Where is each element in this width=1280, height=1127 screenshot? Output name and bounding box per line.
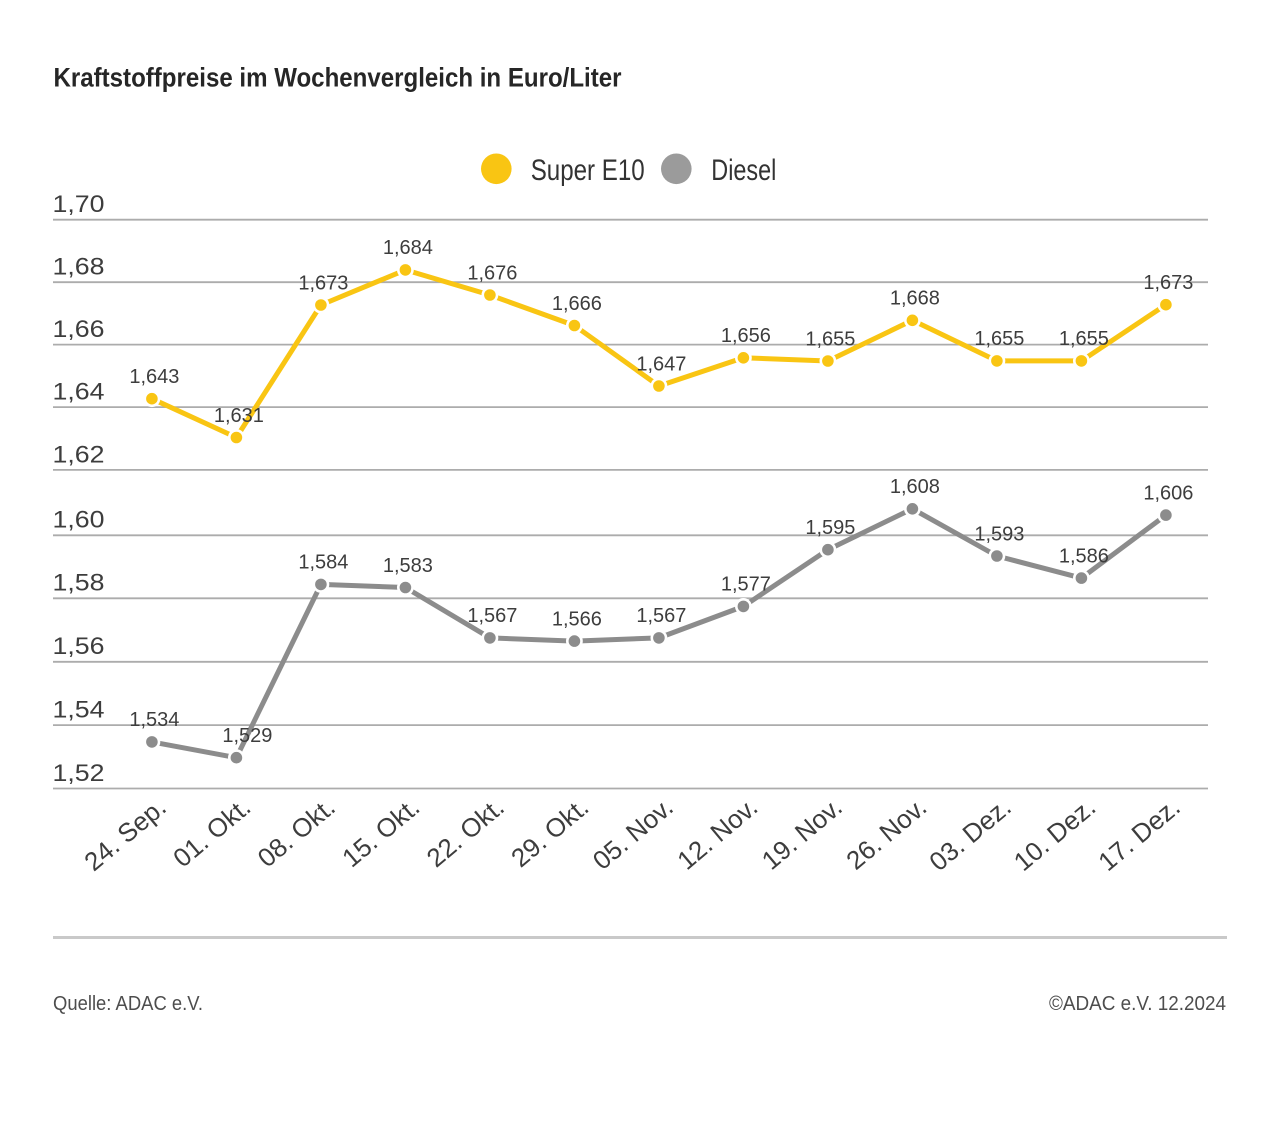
svg-text:1,673: 1,673 xyxy=(1143,272,1193,294)
svg-text:1,62: 1,62 xyxy=(53,441,105,468)
svg-text:1,584: 1,584 xyxy=(298,552,348,574)
svg-text:Kraftstoffpreise im Wochenverg: Kraftstoffpreise im Wochenvergleich in E… xyxy=(54,63,622,93)
svg-text:1,64: 1,64 xyxy=(53,379,105,406)
svg-text:1,631: 1,631 xyxy=(214,405,264,427)
svg-text:1,583: 1,583 xyxy=(383,555,433,577)
svg-text:1,684: 1,684 xyxy=(383,237,433,259)
svg-text:1,60: 1,60 xyxy=(53,507,105,534)
svg-text:1,56: 1,56 xyxy=(53,633,105,660)
svg-text:1,52: 1,52 xyxy=(53,760,105,787)
svg-text:1,586: 1,586 xyxy=(1059,545,1109,567)
svg-text:©ADAC e.V. 12.2024: ©ADAC e.V. 12.2024 xyxy=(1049,993,1226,1015)
svg-text:1,643: 1,643 xyxy=(129,366,179,388)
svg-text:1,567: 1,567 xyxy=(636,605,686,627)
svg-text:1,595: 1,595 xyxy=(805,517,855,539)
svg-text:1,673: 1,673 xyxy=(298,272,348,294)
svg-text:1,68: 1,68 xyxy=(53,254,105,281)
svg-text:1,66: 1,66 xyxy=(53,316,105,343)
svg-text:1,676: 1,676 xyxy=(467,262,517,284)
svg-text:1,566: 1,566 xyxy=(552,608,602,630)
svg-text:Super E10: Super E10 xyxy=(531,154,645,187)
svg-text:1,656: 1,656 xyxy=(721,325,771,347)
svg-text:1,577: 1,577 xyxy=(721,574,771,596)
svg-text:1,655: 1,655 xyxy=(974,328,1024,350)
svg-text:1,70: 1,70 xyxy=(53,191,105,218)
svg-text:Diesel: Diesel xyxy=(711,154,776,187)
svg-text:1,647: 1,647 xyxy=(636,353,686,375)
svg-text:Quelle: ADAC e.V.: Quelle: ADAC e.V. xyxy=(53,993,203,1015)
svg-text:1,58: 1,58 xyxy=(53,570,105,597)
svg-text:1,529: 1,529 xyxy=(222,725,272,747)
svg-text:1,534: 1,534 xyxy=(129,709,179,731)
svg-text:1,668: 1,668 xyxy=(890,288,940,310)
svg-text:1,666: 1,666 xyxy=(552,293,602,315)
svg-text:1,593: 1,593 xyxy=(974,523,1024,545)
svg-text:1,54: 1,54 xyxy=(53,697,105,724)
svg-text:1,608: 1,608 xyxy=(890,476,940,498)
svg-text:1,606: 1,606 xyxy=(1143,482,1193,504)
svg-text:1,655: 1,655 xyxy=(1059,328,1109,350)
svg-text:1,567: 1,567 xyxy=(467,605,517,627)
svg-text:1,655: 1,655 xyxy=(805,328,855,350)
